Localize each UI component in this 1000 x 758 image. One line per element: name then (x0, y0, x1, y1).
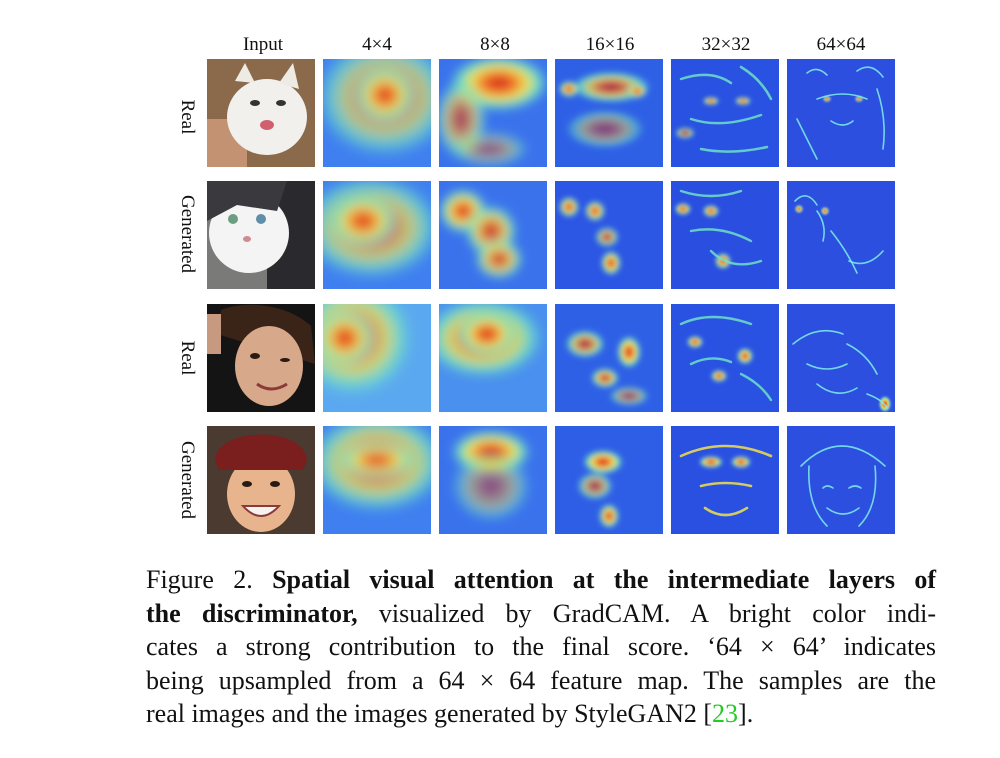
caption-text-5: real images and the images generated by … (146, 699, 713, 728)
attention-map-8x8-row-2 (439, 181, 547, 289)
column-header-64x64: 64×64 (816, 34, 866, 55)
caption-line-3: cates a strong contribution to the final… (146, 632, 936, 661)
column-header-32x32: 32×32 (701, 34, 751, 55)
figure-caption: Figure 2. Spatial visual attention at th… (146, 563, 936, 731)
caption-line-5: real images and the images generated by … (146, 697, 936, 731)
attention-map-16x16-row-2 (555, 181, 663, 289)
attention-map-4x4-row-2 (323, 181, 431, 289)
caption-bold-2: the discriminator, (146, 598, 358, 628)
attention-map-16x16-row-4 (555, 426, 663, 534)
attention-map-4x4-row-3 (323, 304, 431, 412)
row-label-real-face: Real (177, 340, 198, 376)
attention-map-32x32-row-4 (671, 426, 779, 534)
column-header-8x8: 8×8 (480, 34, 510, 55)
row-label-generated-face: Generated (177, 440, 198, 520)
input-photo-row-1 (207, 59, 315, 167)
attention-map-64x64-row-1 (787, 59, 895, 167)
input-photo-row-4 (207, 426, 315, 534)
caption-line-4: being upsampled from a 64 × 64 feature m… (146, 665, 936, 695)
attention-map-32x32-row-3 (671, 304, 779, 412)
caption-text-2: visualized by GradCAM. A bright color in… (378, 598, 936, 628)
row-label-generated-cat: Generated (177, 194, 198, 274)
caption-text-5-end: ]. (738, 699, 754, 728)
input-photo-row-2 (207, 181, 315, 289)
figure-number: Figure 2. (146, 565, 253, 594)
attention-map-32x32-row-1 (671, 59, 779, 167)
attention-map-8x8-row-4 (439, 426, 547, 534)
attention-map-8x8-row-1 (439, 59, 547, 167)
attention-map-4x4-row-1 (323, 59, 431, 167)
attention-map-64x64-row-2 (787, 181, 895, 289)
citation-link[interactable]: 23 (712, 699, 739, 728)
column-header-input: Input (242, 34, 284, 55)
attention-map-4x4-row-4 (323, 426, 431, 534)
caption-line-1: Figure 2. Spatial visual attention at th… (146, 563, 936, 597)
caption-bold-1: Spatial visual attention at the intermed… (272, 565, 937, 594)
attention-map-32x32-row-2 (671, 181, 779, 289)
input-photo-row-3 (207, 304, 315, 412)
attention-map-16x16-row-1 (555, 59, 663, 167)
caption-line-2: the discriminator, visualized by GradCAM… (146, 597, 936, 631)
column-header-16x16: 16×16 (585, 34, 635, 55)
attention-map-16x16-row-3 (555, 304, 663, 412)
attention-map-64x64-row-4 (787, 426, 895, 534)
attention-map-8x8-row-3 (439, 304, 547, 412)
attention-map-64x64-row-3 (787, 304, 895, 412)
column-header-4x4: 4×4 (362, 34, 392, 55)
row-label-real-cat: Real (177, 99, 198, 135)
